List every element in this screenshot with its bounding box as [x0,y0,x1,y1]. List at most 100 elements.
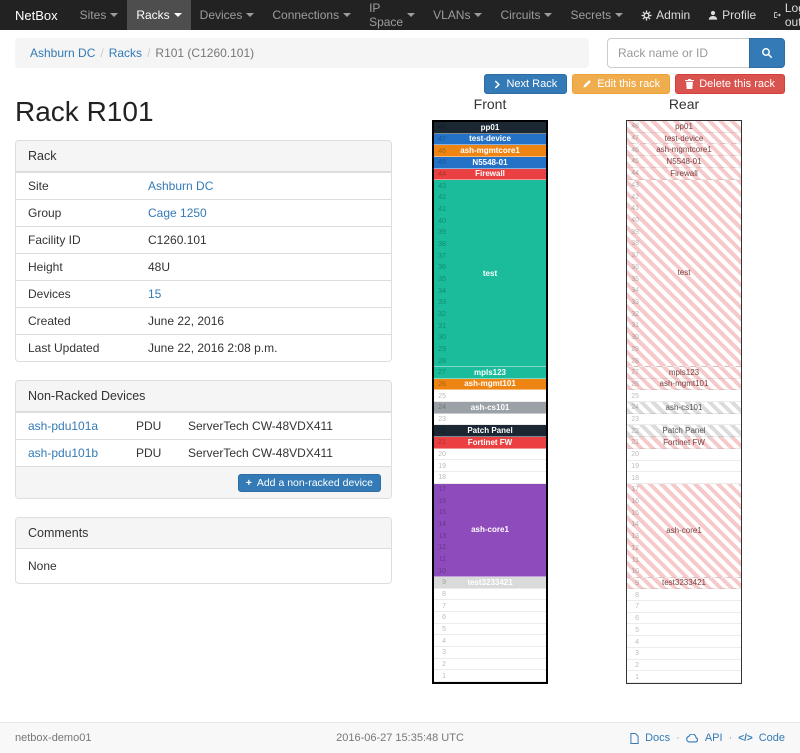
breadcrumb-site-link[interactable]: Ashburn DC [30,46,96,60]
comments-panel-title: Comments [16,518,391,549]
nav-item-connections[interactable]: Connections [263,0,360,30]
next-rack-button[interactable]: Next Rack [484,74,568,94]
rack-front-unit-2 [434,659,546,671]
rack-panel-title: Rack [16,141,391,172]
breadcrumb-separator: / [147,46,151,60]
nav-item-racks[interactable]: Racks [127,0,191,30]
rack-elevation-rear: pp01 test-device ash-mgmtcore1 N5548-01 Fire… [626,120,742,684]
device-front-ash-mgmt101[interactable]: ash-mgmt101 [434,378,546,391]
search-button[interactable] [749,38,785,68]
attr-row-group: Group Cage 1250 [16,199,391,226]
left-column: Rack R101 Rack Site Ashburn DC Group Cage … [15,96,392,602]
device-rear-test3233421[interactable]: test3233421 [627,577,741,590]
chevron-right-icon [495,79,501,89]
rack-rear-unit-7 [627,601,741,613]
device-link-ash-pdu101a[interactable]: ash-pdu101a [28,419,99,433]
front-elevation-column: Front pp01 test-device ash-mgmtcore1 N5548-… [432,96,548,684]
attr-row-devices: Devices 15 [16,280,391,307]
user-nav: Admin Profile Log out [632,0,800,30]
rack-panel: Rack Site Ashburn DC Group Cage 1250 Facil… [15,140,392,362]
device-front-fortinet-fw[interactable]: Fortinet FW [434,437,546,449]
device-rear-ash-mgmtcore1[interactable]: ash-mgmtcore1 [627,144,741,157]
footer-code-link[interactable]: Code [758,732,786,744]
nav-item-devices[interactable]: Devices [191,0,264,30]
device-rear-ash-mgmt101[interactable]: ash-mgmt101 [627,378,741,391]
device-front-test-device[interactable]: test-device [434,133,546,146]
device-front-ash-core1[interactable]: ash-core1 [434,483,546,577]
device-rear-test[interactable]: test [627,179,741,367]
code-icon: </> [738,732,753,744]
rack-front-unit-7 [434,600,546,612]
device-front-mpls123[interactable]: mpls123 [434,367,546,379]
rack-rear-unit-5 [627,624,741,637]
breadcrumb-current: R101 (C1260.101) [155,46,255,60]
footer-api-link[interactable]: API [704,732,723,744]
edit-rack-button[interactable]: Edit this rack [572,74,671,94]
rack-front-unit-19 [434,460,546,472]
trash-icon [685,79,695,89]
group-link[interactable]: Cage 1250 [148,206,207,220]
site-link[interactable]: Ashburn DC [148,179,214,193]
device-front-test3233421[interactable]: test3233421 [434,577,546,589]
device-rear-ash-cs101[interactable]: ash-cs101 [627,402,741,414]
device-rear-n5548-01[interactable]: N5548-01 [627,156,741,168]
rack-front-unit-23 [434,414,546,426]
device-front-firewall[interactable]: Firewall [434,168,546,181]
device-link-ash-pdu101b[interactable]: ash-pdu101b [28,446,99,460]
nav-item-ip-space[interactable]: IP Space [360,0,424,30]
attr-row-facility-id: Facility ID C1260.101 [16,226,391,253]
device-front-test[interactable]: test [434,180,546,367]
chevron-down-icon [615,13,624,17]
device-rear-patch-panel[interactable]: Patch Panel [627,425,741,438]
search-icon [762,48,773,59]
non-racked-panel-title: Non-Racked Devices [16,381,391,412]
breadcrumb: Ashburn DC / Racks / R101 (C1260.101) [15,38,589,68]
chevron-down-icon [407,13,416,17]
rear-elevation-title: Rear [668,96,700,112]
rack-rear-unit-2 [627,660,741,672]
breadcrumb-racks-link[interactable]: Racks [108,46,143,60]
device-rear-fortinet-fw[interactable]: Fortinet FW [627,437,741,449]
device-front-ash-cs101[interactable]: ash-cs101 [434,402,546,414]
non-racked-devices-panel: Non-Racked Devices ash-pdu101a PDU Serve… [15,380,392,499]
pencil-icon [583,80,592,88]
nav-item-vlans[interactable]: VLANs [424,0,491,30]
gear-icon [641,9,652,21]
device-front-patch-panel[interactable]: Patch Panel [434,425,546,437]
nav-item-profile[interactable]: Profile [699,0,765,30]
rack-front-unit-3 [434,647,546,659]
rack-front-unit-5 [434,624,546,636]
device-front-n5548-01[interactable]: N5548-01 [434,157,546,169]
device-rear-ash-core1[interactable]: ash-core1 [627,483,741,578]
device-rear-test-device[interactable]: test-device [627,132,741,145]
nav-item-sites[interactable]: Sites [71,0,128,30]
delete-rack-button[interactable]: Delete this rack [675,74,785,94]
rack-rear-unit-1 [627,671,741,683]
device-front-ash-mgmtcore1[interactable]: ash-mgmtcore1 [434,145,546,157]
rack-elevation-front: pp01 test-device ash-mgmtcore1 N5548-01 Fire… [432,120,548,684]
rack-front-unit-25 [434,390,546,402]
chevron-down-icon [110,13,119,17]
nav-item-admin[interactable]: Admin [632,0,699,30]
rear-elevation-column: Rear pp01 test-device ash-mgmtcore1 N5548-0… [626,96,742,684]
nav-item-circuits[interactable]: Circuits [491,0,561,30]
device-rear-mpls123[interactable]: mpls123 [627,366,741,379]
rack-front-unit-1 [434,670,546,682]
attr-row-site: Site Ashburn DC [16,172,391,199]
footer-docs-link[interactable]: Docs [645,732,671,744]
rack-front-unit-4 [434,635,546,647]
cloud-icon [686,733,698,742]
nav-item-secrets[interactable]: Secrets [561,0,632,30]
search-input[interactable] [607,38,749,68]
devices-count-link[interactable]: 15 [148,287,162,301]
device-rear-pp01[interactable]: pp01 [627,121,741,133]
device-rear-firewall[interactable]: Firewall [627,167,741,180]
brand-netbox[interactable]: NetBox [15,7,58,23]
rack-rear-unit-8 [627,589,741,602]
nav-item-logout[interactable]: Log out [765,0,800,30]
device-front-pp01[interactable]: pp01 [434,122,546,134]
rack-front-unit-20 [434,449,546,461]
document-icon [630,732,639,744]
add-non-racked-device-button[interactable]: + Add a non-racked device [237,474,381,492]
